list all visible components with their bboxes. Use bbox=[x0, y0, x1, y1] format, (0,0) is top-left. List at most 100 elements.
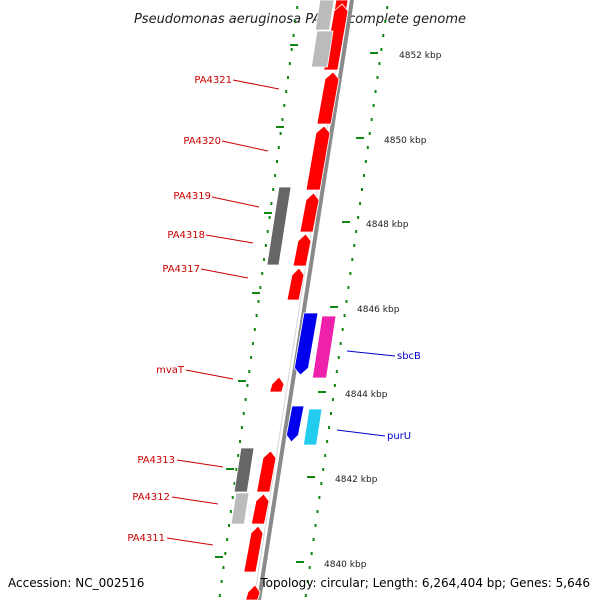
guide-dot bbox=[376, 76, 379, 79]
guide-dot bbox=[224, 552, 227, 555]
guide-dot bbox=[296, 6, 299, 9]
guide-dot bbox=[239, 440, 242, 443]
guide-dot bbox=[328, 426, 331, 429]
kbp-label-4850: 4850 kbp bbox=[384, 136, 427, 146]
major-tick bbox=[307, 476, 315, 478]
guide-dot bbox=[283, 104, 286, 107]
guide-dot bbox=[251, 342, 254, 345]
guide-dot bbox=[274, 174, 277, 177]
guide-dot bbox=[250, 356, 253, 359]
gene-label-puru[interactable]: purU bbox=[387, 431, 411, 442]
kbp-label-4848: 4848 kbp bbox=[366, 220, 409, 230]
leader-line bbox=[346, 350, 396, 357]
guide-dot bbox=[343, 314, 346, 317]
gene-label-pa4313[interactable]: PA4313 bbox=[137, 455, 175, 466]
guide-dot bbox=[355, 230, 358, 233]
guide-dot bbox=[349, 272, 352, 275]
major-tick bbox=[356, 137, 364, 139]
guide-dot bbox=[246, 384, 249, 387]
guide-dot bbox=[360, 188, 363, 191]
guide-dot bbox=[281, 118, 284, 121]
gene-block bbox=[269, 376, 285, 393]
map-title: Pseudomonas aeruginosa PAO1, complete ge… bbox=[134, 12, 466, 27]
gene-block bbox=[250, 493, 270, 525]
gene-block bbox=[314, 0, 335, 31]
gene-label-pa4312[interactable]: PA4312 bbox=[132, 492, 170, 503]
gene-label-mvat[interactable]: mvaT bbox=[156, 365, 185, 376]
guide-dot bbox=[266, 230, 269, 233]
guide-dot bbox=[386, 6, 389, 9]
guide-dot bbox=[345, 300, 348, 303]
guide-dot bbox=[320, 482, 323, 485]
kbp-label-4844: 4844 kbp bbox=[345, 390, 388, 400]
guide-dot bbox=[357, 216, 360, 219]
major-tick bbox=[370, 52, 378, 54]
guide-dot bbox=[233, 482, 236, 485]
gene-label-pa4317[interactable]: PA4317 bbox=[162, 264, 200, 275]
guide-dot bbox=[279, 132, 282, 135]
guide-dot bbox=[374, 90, 377, 93]
leader-line bbox=[232, 79, 280, 90]
kbp-label-4852: 4852 kbp bbox=[399, 51, 442, 61]
guide-dot bbox=[277, 146, 280, 149]
gene-block bbox=[286, 267, 305, 301]
guide-dot bbox=[270, 202, 273, 205]
gene-block bbox=[305, 125, 331, 191]
guide-dot bbox=[257, 300, 260, 303]
gene-block bbox=[310, 30, 334, 68]
gene-block bbox=[230, 492, 250, 525]
kbp-label-4840: 4840 kbp bbox=[324, 560, 367, 570]
kbp-label-4842: 4842 kbp bbox=[335, 475, 378, 485]
guide-dot bbox=[318, 496, 321, 499]
guide-dot bbox=[372, 104, 375, 107]
leader-line bbox=[211, 196, 260, 208]
guide-dot bbox=[218, 594, 221, 597]
guide-dot bbox=[259, 286, 262, 289]
guide-dot bbox=[286, 76, 289, 79]
guide-dot bbox=[380, 48, 383, 51]
guide-dot bbox=[306, 580, 309, 583]
leader-line bbox=[176, 459, 224, 468]
guide-dot bbox=[228, 524, 231, 527]
major-tick bbox=[290, 44, 298, 46]
gene-label-pa4318[interactable]: PA4318 bbox=[167, 230, 205, 241]
guide-dot bbox=[222, 566, 225, 569]
feature-block bbox=[311, 315, 337, 379]
major-tick bbox=[318, 391, 326, 393]
guide-dot bbox=[333, 384, 336, 387]
guide-dot bbox=[220, 580, 223, 583]
guide-dot bbox=[339, 342, 342, 345]
guide-dot bbox=[322, 468, 325, 471]
leader-line bbox=[166, 537, 214, 546]
label-leaders bbox=[166, 79, 396, 546]
feature-purU bbox=[285, 405, 305, 443]
gene-block bbox=[299, 192, 320, 233]
gene-label-pa4321[interactable]: PA4321 bbox=[194, 75, 232, 86]
gene-label-pa4319[interactable]: PA4319 bbox=[173, 191, 211, 202]
guide-dot bbox=[255, 314, 258, 317]
guide-dot bbox=[288, 62, 291, 65]
guide-dot bbox=[362, 174, 365, 177]
guide-dot bbox=[261, 272, 264, 275]
guide-dot bbox=[353, 244, 356, 247]
major-tick bbox=[215, 556, 223, 558]
gene-label-pa4311[interactable]: PA4311 bbox=[127, 533, 165, 544]
guide-dot bbox=[330, 412, 333, 415]
guide-dot bbox=[253, 328, 256, 331]
guide-dot bbox=[240, 426, 243, 429]
guide-dot bbox=[335, 370, 338, 373]
guide-dot bbox=[285, 90, 288, 93]
guide-dot bbox=[242, 412, 245, 415]
guide-dot bbox=[268, 216, 271, 219]
leader-line bbox=[200, 268, 249, 279]
major-tick bbox=[342, 221, 350, 223]
gene-label-pa4320[interactable]: PA4320 bbox=[183, 136, 221, 147]
guide-dot bbox=[290, 48, 293, 51]
guide-dot bbox=[331, 398, 334, 401]
guide-dot bbox=[351, 258, 354, 261]
gene-label-sbcb[interactable]: sbcB bbox=[397, 351, 421, 362]
leader-line bbox=[221, 140, 269, 152]
guide-dot bbox=[263, 258, 266, 261]
guide-dot bbox=[294, 20, 297, 23]
guide-dot bbox=[359, 202, 362, 205]
